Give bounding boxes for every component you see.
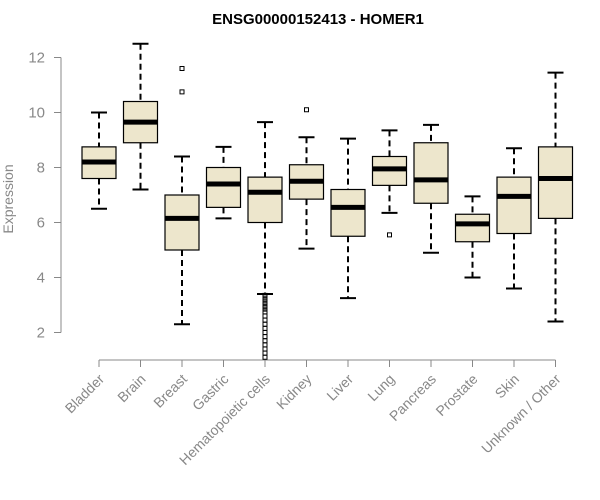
y-tick-label: 4 — [37, 270, 45, 287]
box-kidney — [288, 107, 325, 250]
iqr-box — [247, 176, 283, 224]
box-prostate — [454, 195, 491, 279]
x-category-label: Brain — [114, 371, 148, 405]
y-tick-label: 8 — [37, 160, 45, 177]
outlier-point — [262, 330, 268, 335]
iqr-box — [537, 146, 574, 219]
y-tick-label: 6 — [37, 215, 45, 232]
outlier-point — [262, 309, 268, 315]
y-axis: 2 4 6 8 10 12 — [28, 50, 62, 342]
outlier-point — [262, 301, 268, 307]
x-category-label: Unknown / Other — [478, 371, 564, 457]
outlier-point — [262, 325, 268, 331]
outlier-point — [262, 303, 268, 309]
boxes-layer — [81, 42, 574, 360]
outlier-point — [387, 232, 392, 238]
x-category-label: Bladder — [62, 371, 108, 417]
x-category-label: Liver — [323, 371, 356, 404]
box-unknown-other — [537, 71, 574, 323]
y-tick-label: 2 — [37, 325, 45, 342]
outlier-point — [262, 346, 268, 352]
iqr-box — [330, 188, 366, 237]
outlier-point — [262, 321, 268, 327]
outlier-point — [179, 66, 185, 71]
outlier-point — [262, 338, 268, 344]
x-category-label: Skin — [492, 371, 523, 402]
y-tick-label: 10 — [28, 105, 45, 122]
y-tick-label: 12 — [28, 50, 45, 67]
y-axis-label: Expression — [0, 164, 16, 233]
outlier-point — [262, 313, 268, 319]
iqr-box — [496, 176, 532, 235]
x-category-label: Kidney — [273, 371, 315, 413]
x-category-label: Prostate — [432, 371, 480, 419]
outlier-point — [304, 107, 309, 113]
box-lung — [371, 129, 408, 238]
outlier-point — [262, 317, 268, 323]
iqr-box — [413, 142, 449, 204]
box-liver — [330, 137, 366, 300]
outlier-point — [262, 342, 268, 348]
iqr-box — [164, 194, 200, 251]
outlier-point — [262, 354, 268, 360]
x-category-label: Lung — [364, 371, 397, 404]
box-bladder — [81, 111, 117, 210]
box-gastric — [205, 145, 242, 220]
outlier-point — [262, 292, 268, 298]
outlier-point — [262, 350, 268, 356]
iqr-box — [454, 213, 491, 243]
outlier-point — [262, 334, 268, 340]
box-pancreas — [413, 123, 449, 254]
outlier-point — [262, 298, 268, 304]
outlier-point — [262, 295, 268, 301]
box-brain — [122, 42, 159, 191]
outlier-point — [179, 89, 185, 95]
iqr-box — [205, 166, 242, 208]
chart-title: ENSG00000152413 - HOMER1 — [212, 11, 424, 28]
box-breast — [164, 66, 200, 326]
outlier-point — [262, 306, 268, 312]
box-skin — [496, 147, 532, 290]
box-hematopoietic-cells — [247, 121, 283, 360]
x-category-label: Breast — [150, 371, 190, 411]
